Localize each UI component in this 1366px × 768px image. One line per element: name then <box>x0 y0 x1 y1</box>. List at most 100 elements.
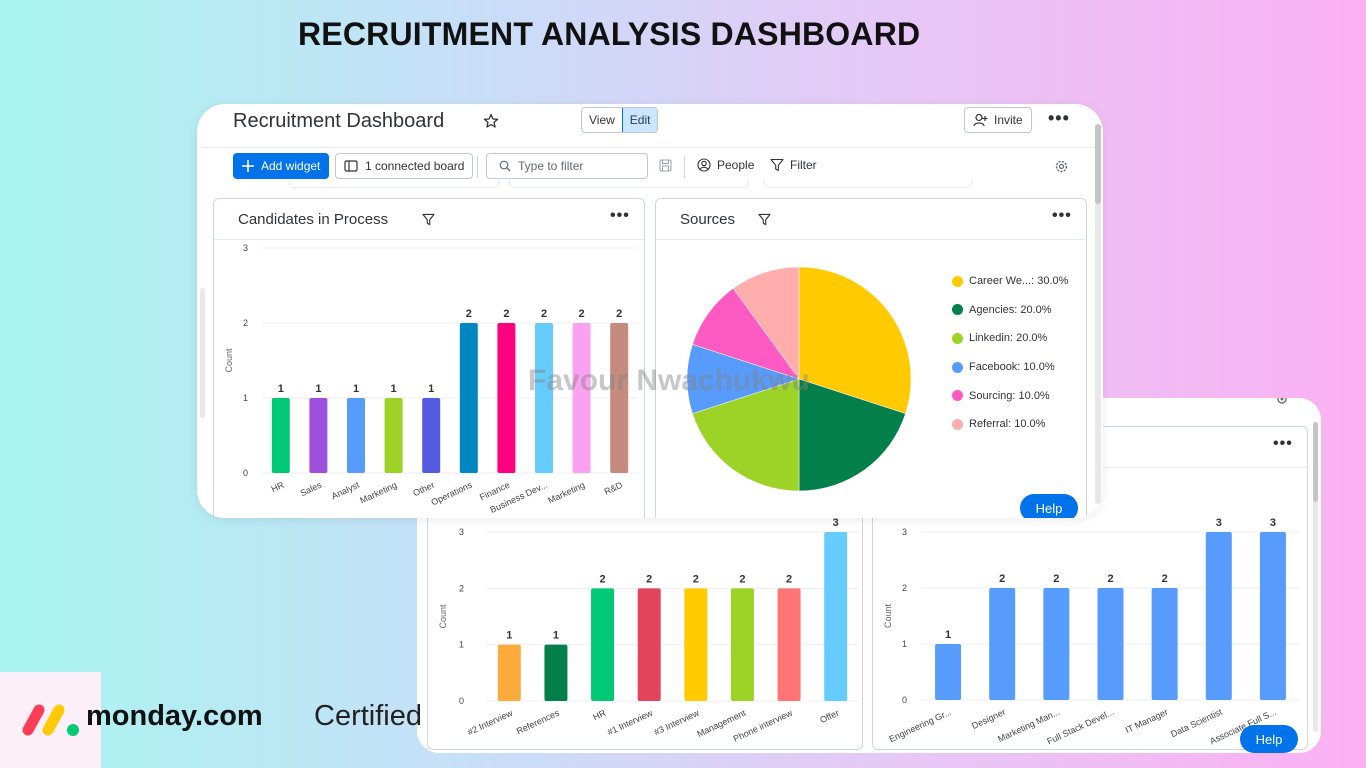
widget-divider <box>214 239 644 240</box>
y-axis-label: Count <box>883 604 893 629</box>
connected-board-button[interactable]: 1 connected board <box>335 153 474 179</box>
bar[interactable] <box>347 398 365 473</box>
bar[interactable] <box>271 398 290 473</box>
scrollbar[interactable] <box>200 288 205 418</box>
legend-label: Linkedin: 20.0% <box>969 332 1048 345</box>
legend-color-dot <box>952 361 963 373</box>
bar[interactable] <box>610 323 629 473</box>
toolbar-separator <box>684 156 685 178</box>
pie-slice[interactable] <box>732 266 800 380</box>
bar-value-label: 2 <box>646 573 652 585</box>
x-tick-label: Other <box>411 480 436 499</box>
gear-icon[interactable] <box>1275 398 1289 406</box>
x-tick-label: IT Manager <box>1124 707 1170 735</box>
help-button[interactable]: Help <box>1020 494 1078 518</box>
y-tick-label: 1 <box>243 393 248 403</box>
x-tick-label: Analyst <box>330 480 361 502</box>
pie-slice[interactable] <box>692 378 800 492</box>
view-edit-toggle[interactable]: View Edit <box>581 107 659 133</box>
bar[interactable] <box>497 644 521 701</box>
bar[interactable] <box>989 588 1016 700</box>
bar[interactable] <box>1043 588 1070 700</box>
bar-value-label: 2 <box>579 308 585 320</box>
bar[interactable] <box>544 644 568 701</box>
more-options-icon[interactable]: ••• <box>610 207 630 224</box>
filter-button[interactable]: Filter <box>770 158 817 172</box>
y-tick-label: 0 <box>902 695 907 705</box>
more-options-icon[interactable]: ••• <box>1052 207 1072 224</box>
person-add-icon <box>973 113 988 127</box>
bar-value-label: 1 <box>506 630 512 642</box>
scrollbar-thumb[interactable] <box>1313 422 1318 502</box>
sources-legend: Career We...: 30.0% Agencies: 20.0% Linked… <box>952 267 1068 439</box>
toolbar-divider <box>203 147 1097 148</box>
bar-value-label: 1 <box>353 383 359 395</box>
x-tick-label: Marketing <box>358 480 398 506</box>
save-icon[interactable] <box>659 159 672 172</box>
y-tick-label: 3 <box>902 527 907 537</box>
filter-search-input[interactable]: Type to filter <box>486 153 648 179</box>
bar[interactable] <box>497 323 516 473</box>
scrollbar-thumb[interactable] <box>1095 124 1101 204</box>
bar-value-label: 2 <box>1053 573 1059 585</box>
bar[interactable] <box>684 588 708 701</box>
y-tick-label: 0 <box>243 468 248 478</box>
filter-icon[interactable] <box>422 213 435 226</box>
bar[interactable] <box>1259 532 1286 700</box>
add-widget-button[interactable]: Add widget <box>233 153 329 179</box>
bar-value-label: 2 <box>739 573 745 585</box>
x-tick-label: HR <box>591 708 607 723</box>
legend-color-dot <box>952 390 963 402</box>
legend-item[interactable]: Agencies: 20.0% <box>952 296 1068 325</box>
pie-slice[interactable] <box>798 266 912 414</box>
bar[interactable] <box>1151 588 1178 700</box>
help-button[interactable]: Help <box>1240 725 1298 753</box>
monday-logo-icon <box>22 704 79 736</box>
bar[interactable] <box>572 323 591 473</box>
star-icon[interactable] <box>483 113 499 129</box>
legend-item[interactable]: Referral: 10.0% <box>952 410 1068 439</box>
x-tick-label: #2 Interview <box>466 708 515 738</box>
bar[interactable] <box>1097 588 1124 700</box>
legend-label: Referral: 10.0% <box>969 418 1046 431</box>
bar[interactable] <box>777 588 801 701</box>
legend-item[interactable]: Sourcing: 10.0% <box>952 381 1068 410</box>
more-options-icon[interactable]: ••• <box>1048 108 1070 128</box>
bar[interactable] <box>1205 532 1232 700</box>
pie-slice[interactable] <box>798 378 906 492</box>
gear-icon[interactable] <box>1054 159 1069 174</box>
bar-value-label: 3 <box>833 517 839 529</box>
filter-icon[interactable] <box>758 213 771 226</box>
more-options-icon[interactable]: ••• <box>1273 435 1293 452</box>
add-widget-label: Add widget <box>261 159 321 173</box>
widget-placeholder <box>764 180 972 188</box>
bar[interactable] <box>459 323 478 473</box>
bar[interactable] <box>384 398 403 473</box>
people-label: People <box>717 158 755 172</box>
bar-value-label: 2 <box>999 573 1005 585</box>
legend-item[interactable]: Career We...: 30.0% <box>952 267 1068 296</box>
bar[interactable] <box>824 532 848 701</box>
widget-divider <box>656 239 1086 240</box>
bar[interactable] <box>309 398 328 473</box>
bar[interactable] <box>935 644 962 700</box>
view-toggle-option[interactable]: View <box>589 113 615 127</box>
legend-item[interactable]: Facebook: 10.0% <box>952 353 1068 382</box>
bar[interactable] <box>730 588 754 701</box>
bar[interactable] <box>422 398 441 473</box>
bar[interactable] <box>637 588 661 701</box>
stage-bar-chart: 0 1 2 3 Count 1 #2 Interview 1 References 2 HR 2 #1 … <box>438 517 859 744</box>
legend-item[interactable]: Linkedin: 20.0% <box>952 324 1068 353</box>
bar[interactable] <box>591 588 615 701</box>
bar-value-label: 2 <box>503 308 509 320</box>
y-tick-label: 1 <box>459 640 464 650</box>
filter-placeholder: Type to filter <box>518 159 584 173</box>
scrollbar[interactable] <box>1313 422 1318 732</box>
scrollbar[interactable] <box>1095 124 1101 504</box>
bar[interactable] <box>535 323 553 473</box>
x-tick-label: Operations <box>430 480 475 508</box>
edit-toggle-option[interactable]: Edit <box>621 108 658 132</box>
invite-button[interactable]: Invite <box>964 107 1032 133</box>
people-filter-button[interactable]: People <box>697 158 754 172</box>
widget-placeholder <box>509 180 749 188</box>
